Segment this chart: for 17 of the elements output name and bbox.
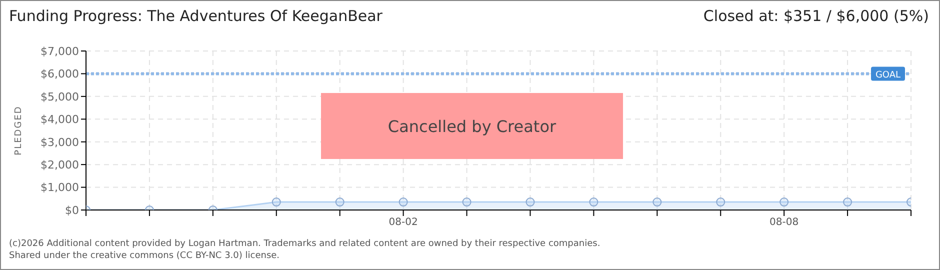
text: Shared under the creative commons (CC BY-NC 3.0) license. [9, 250, 281, 262]
notice-banner: Cancelled by Creator [321, 93, 623, 159]
text: Closed at: $351 / $6,000 (5%) [703, 7, 929, 25]
y-tick-label: $0 [65, 204, 79, 217]
x-tick-label: 08-02 [388, 217, 418, 228]
text: (c)2026 Additional content provided by Logan Hartman. Trademarks and related content are owned by their respective companies. [9, 238, 600, 250]
y-tick-label: $1,000 [40, 181, 79, 194]
y-tick-label: $2,000 [40, 158, 79, 172]
y-axis-title: PLEDGED [14, 106, 24, 156]
y-tick-label: $5,000 [40, 90, 79, 104]
y-tick-label: $3,000 [40, 136, 79, 149]
ref-line-label: GOAL [875, 70, 901, 81]
x-tick-label: 08-08 [770, 217, 799, 228]
y-tick-label: $6,000 [40, 68, 79, 81]
chart-title: Funding Progress: The Adventures Of KeeganBear [9, 7, 382, 25]
y-tick-label: $4,000 [40, 113, 79, 126]
y-tick-label: $7,000 [40, 44, 79, 58]
